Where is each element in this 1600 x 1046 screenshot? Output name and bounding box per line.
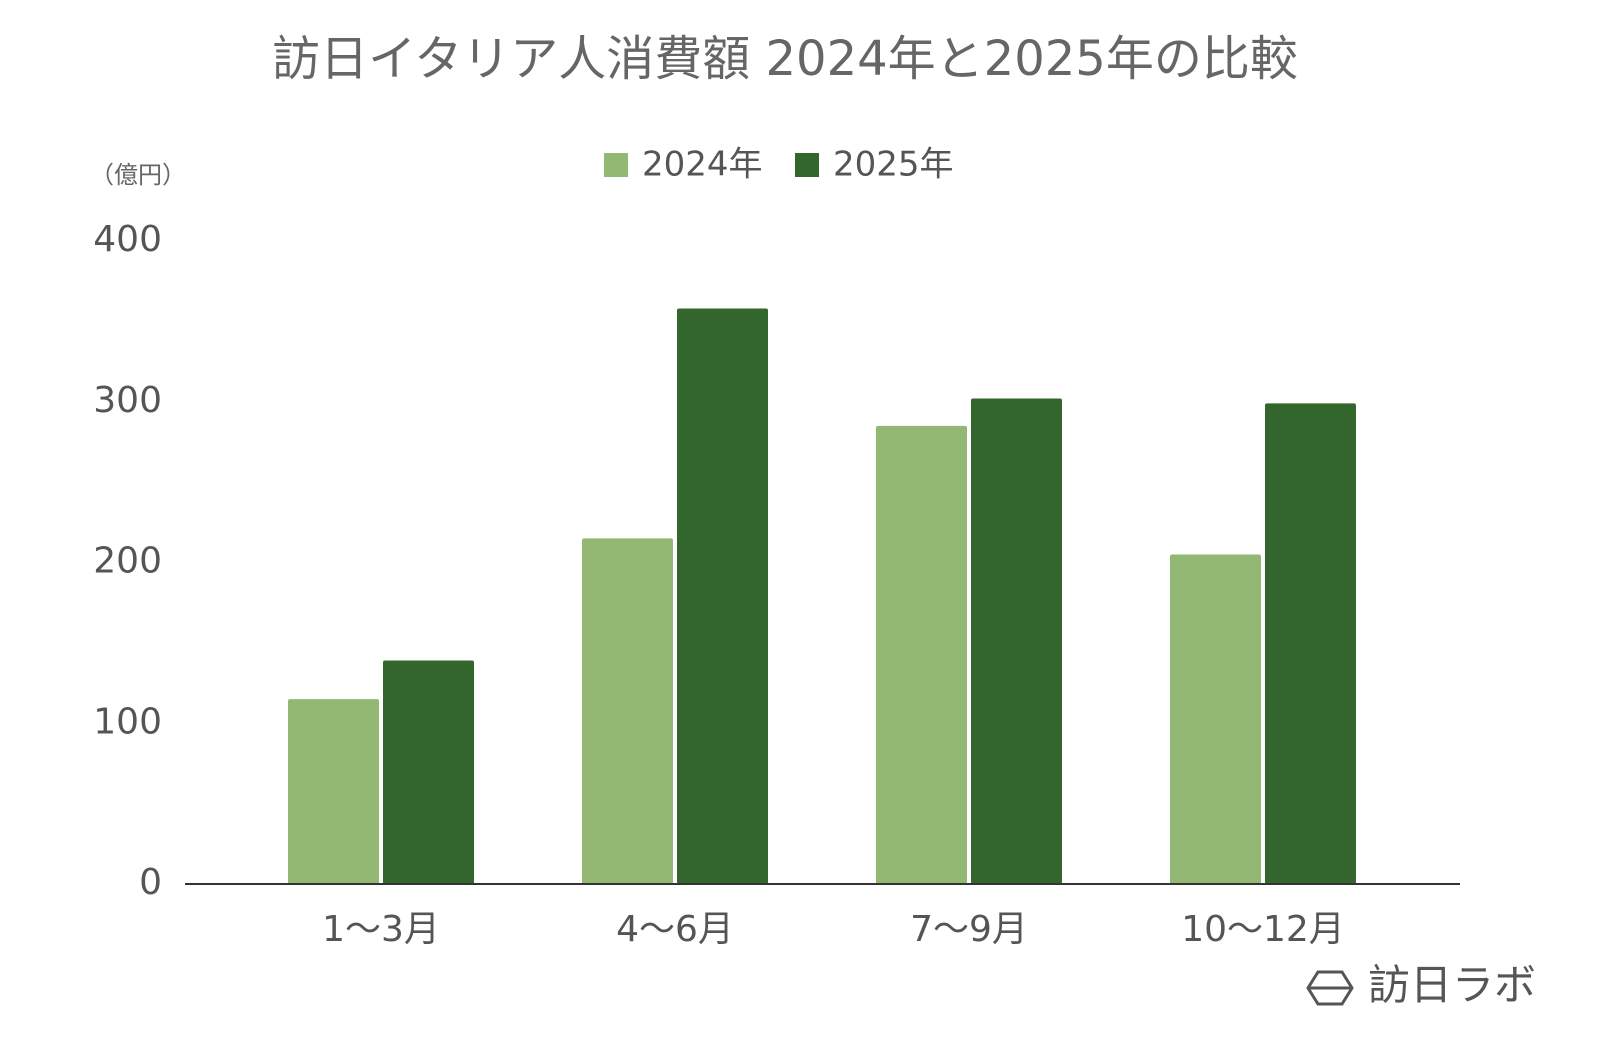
chart-title: 訪日イタリア人消費額 2024年と2025年の比較 (272, 31, 1298, 87)
y-tick-label: 400 (93, 219, 162, 260)
x-tick-label: 4～6月 (616, 909, 734, 950)
bar (1265, 403, 1356, 884)
x-tick-label: 1～3月 (322, 909, 440, 950)
legend-swatch (795, 153, 819, 177)
bar (677, 308, 768, 884)
y-tick-label: 300 (93, 380, 162, 421)
bar (383, 660, 474, 884)
bar (1170, 554, 1261, 884)
y-tick-label: 100 (93, 701, 162, 742)
y-tick-label: 200 (93, 541, 162, 582)
x-tick-label: 7～9月 (910, 909, 1028, 950)
legend-label: 2024年 (642, 145, 763, 185)
bar (288, 699, 379, 884)
watermark-text: 訪日ラボ (1368, 961, 1536, 1010)
bar (876, 425, 967, 884)
watermark: 訪日ラボ (1306, 961, 1536, 1010)
watermark-icon (1306, 970, 1354, 1006)
bar (582, 538, 673, 884)
y-tick-label: 0 (139, 862, 162, 903)
legend-swatch (604, 153, 628, 177)
y-axis-label: （億円） (90, 161, 186, 189)
legend-label: 2025年 (833, 145, 954, 185)
x-tick-label: 10～12月 (1181, 909, 1345, 950)
bar (971, 398, 1062, 884)
